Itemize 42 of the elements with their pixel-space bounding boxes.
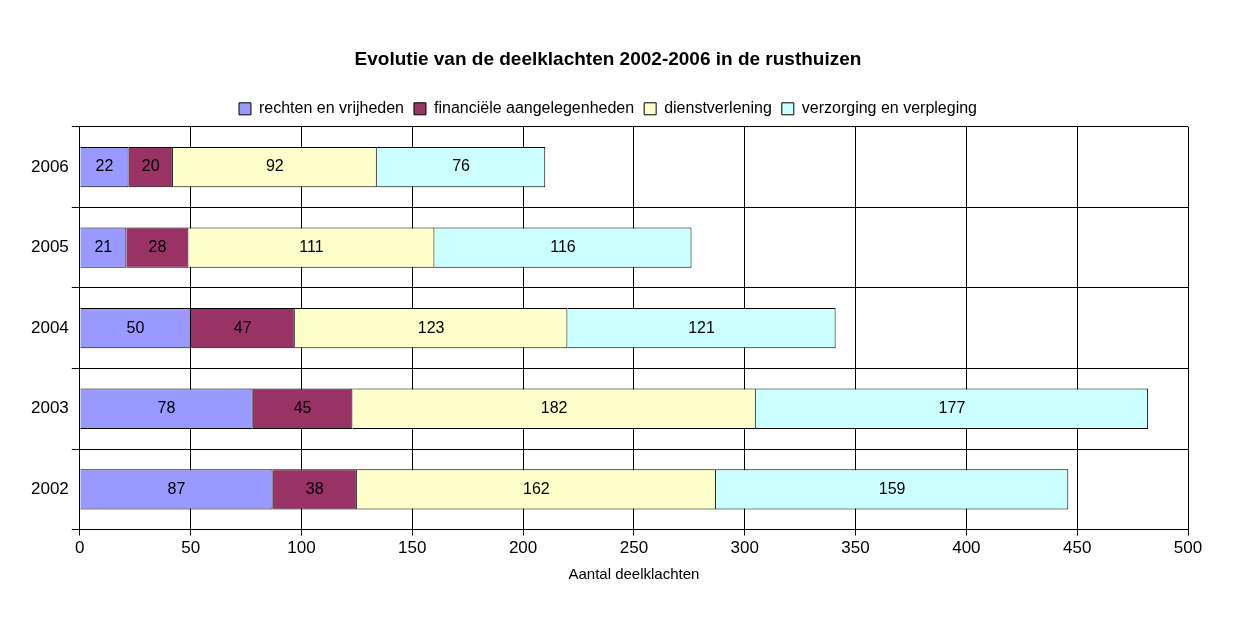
data-label: 22 <box>95 157 114 175</box>
x-tick-label: 150 <box>398 538 427 558</box>
x-axis-title: Aantal deelklachten <box>568 565 700 583</box>
y-tick-label: 2005 <box>30 237 69 257</box>
legend-label: financiële aangelegenheden <box>433 99 635 117</box>
y-tick-label: 2006 <box>30 156 69 176</box>
data-label: 78 <box>157 399 176 417</box>
data-label: 38 <box>305 479 324 497</box>
data-label: 47 <box>233 318 252 336</box>
data-label: 45 <box>293 399 312 417</box>
legend-label: verzorging en verpleging <box>801 99 977 117</box>
x-tick-label: 50 <box>181 538 201 558</box>
chart-title: Evolutie van de deelklachten 2002-2006 in de rusthuizen <box>354 47 862 69</box>
legend-label: rechten en vrijheden <box>259 99 404 117</box>
data-label: 21 <box>94 238 113 256</box>
y-tick-label: 2002 <box>30 479 69 499</box>
y-tick-label: 2004 <box>30 317 69 337</box>
x-tick-label: 400 <box>952 538 981 558</box>
data-label: 162 <box>523 479 550 497</box>
data-label: 92 <box>265 157 284 175</box>
data-label: 182 <box>540 399 568 417</box>
data-label: 50 <box>126 318 145 336</box>
legend-label: dienstverlening <box>664 99 772 117</box>
data-label: 177 <box>938 399 966 417</box>
x-tick-label: 450 <box>1062 538 1092 558</box>
data-label: 159 <box>878 479 906 497</box>
x-tick-label: 350 <box>841 538 870 558</box>
x-tick-label: 250 <box>619 538 649 558</box>
y-tick-label: 2003 <box>30 398 69 418</box>
data-label: 121 <box>688 318 715 336</box>
data-label: 20 <box>141 157 160 175</box>
x-tick-label: 0 <box>75 538 85 558</box>
x-tick-label: 300 <box>730 538 759 558</box>
data-label: 87 <box>167 479 186 497</box>
data-label: 76 <box>452 157 471 175</box>
data-label: 116 <box>550 238 576 256</box>
x-tick-label: 200 <box>508 538 538 558</box>
x-tick-label: 100 <box>287 538 316 558</box>
x-tick-label: 500 <box>1173 538 1203 558</box>
data-label: 28 <box>148 238 167 256</box>
data-label: 123 <box>417 318 445 336</box>
data-label: 111 <box>299 238 324 256</box>
